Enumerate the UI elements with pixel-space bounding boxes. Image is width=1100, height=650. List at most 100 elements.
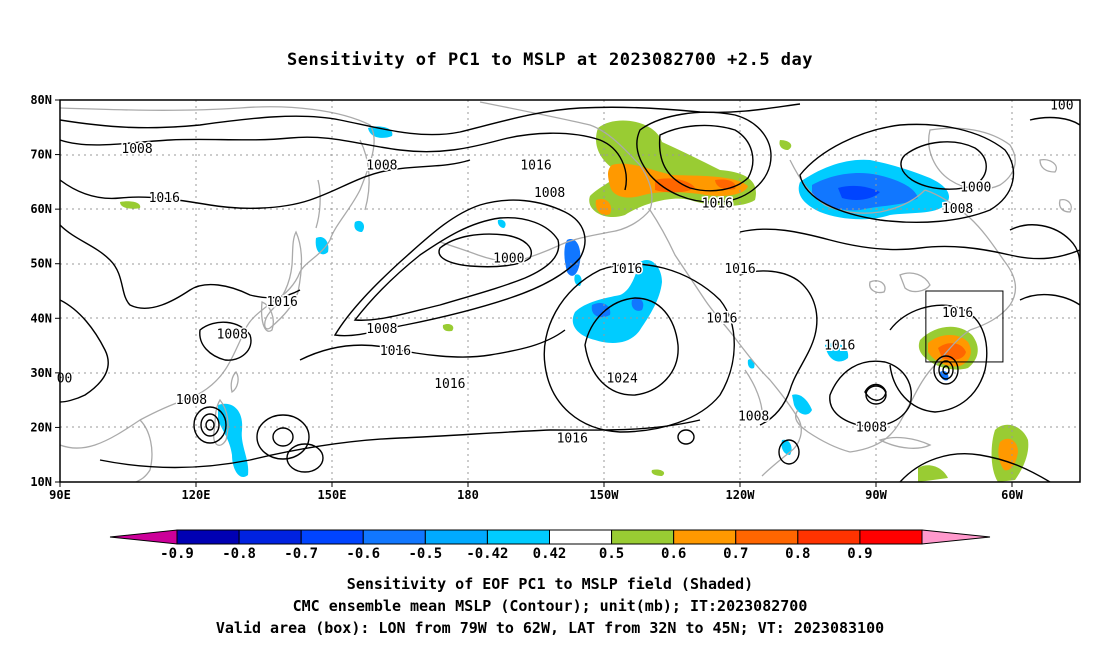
coast-grlakes [899,272,931,293]
colorbar-label: -0.5 [408,546,442,562]
coast-asia [60,106,375,449]
colorbar-labels: -0.9 -0.8 -0.7 -0.6 -0.5 -0.42 0.42 0.5 0.6 0.7 0.… [160,546,872,562]
shade-sea-cyan [354,220,365,232]
lat-label: 80N [30,93,52,107]
colorbar-label: -0.42 [466,546,508,562]
shade-pacific-blue [591,303,611,318]
epac-low-ring [778,439,800,465]
contour-label: 1016 [942,306,973,321]
coast-nwam [649,209,802,477]
shade-japan-cyan [315,236,329,255]
contour-alaska-high [636,111,772,203]
coast-islands1 [1039,159,1057,173]
contour-aleut-low-mid [353,217,560,321]
contour-pac-1016 [299,329,566,361]
plot-title: Sensitivity of PC1 to MSLP at 2023082700… [286,50,813,70]
lon-label: 60W [1001,488,1023,502]
contour-label: 1008 [121,142,152,157]
lat-label: 40N [30,311,52,325]
lat-label: 50N [30,257,52,271]
colorbar-swatch [735,529,799,545]
valid-area-box [925,290,1004,363]
sensitivity-shading [120,120,1029,482]
mid-low-ring [865,385,887,405]
contour-nam-1016 [739,270,818,426]
contour-label: 1008 [217,328,248,343]
latitude-labels: 80N 70N 60N 50N 40N 30N 20N 10N [30,93,60,489]
contour-ncar-1016 [889,304,988,413]
shade-alaska-red2 [715,179,736,190]
contour-label: 1000 [960,180,991,195]
contour-bering [499,132,627,191]
colorbar-label: 0.42 [533,546,567,562]
contour-label: 00 [57,371,73,386]
shade-gulf-blue [564,239,581,276]
grid-lines [60,100,1080,482]
contour-label: 100 [1050,98,1073,113]
lon-label: 120W [726,488,756,502]
colorbar-swatch [362,529,426,545]
coast-alaska [479,101,653,263]
lon-label: 90W [865,488,887,502]
coast-baja [744,369,763,411]
coast-gom [794,409,851,453]
lon-label: 120E [182,488,211,502]
lat-label: 60N [30,202,52,216]
colorbar-label: -0.8 [222,546,256,562]
shade-green-pac [442,323,454,332]
hurricane-ring-1 [933,355,959,385]
map-frame [59,99,1081,483]
lat-label: 20N [30,420,52,434]
wp-low-ring [286,443,324,473]
shade-gom-cyan [792,394,812,415]
coast-labrador [924,189,1017,331]
coast-japan [264,230,303,330]
contour-label: 1008 [738,410,769,425]
contour-asia-low2 [60,299,109,403]
mslp-contours [60,103,1080,482]
caption-shaded: Sensitivity of EOF PC1 to MSLP field (Sh… [346,575,754,593]
pac-low-ring-out [256,414,310,460]
contour-label: 1008 [856,420,887,435]
contour-pac-s [99,419,701,469]
contour-label: 1008 [366,322,397,337]
shade-ep-cyan [781,439,792,455]
contour-label: 1016 [557,431,588,446]
contour-label: 1016 [520,158,551,173]
shade-atl-orange [998,438,1018,471]
coast-cuba [878,436,932,449]
coast-sakhalin [315,179,321,229]
colorbar-swatch [797,529,861,545]
contour-label: 1016 [724,262,755,277]
contour-label: 1016 [434,377,465,392]
contour-asia-lows [60,224,301,309]
epac-low-ring2 [677,429,695,445]
typhoon-ring-3 [205,419,215,431]
colorbar [109,529,991,545]
colorbar-label: -0.9 [160,546,194,562]
caption-contour: CMC ensemble mean MSLP (Contour); unit(m… [292,597,808,615]
contour-label: 1016 [611,262,642,277]
coast-eastus [849,329,971,453]
colorbar-label: -0.6 [346,546,380,562]
colorbar-label: 0.6 [661,546,686,562]
contour-label: 1024 [606,371,637,386]
colorbar-swatch [549,529,613,545]
lat-label: 70N [30,148,52,162]
shade-us-cyan [825,343,849,362]
closed-lows [193,355,959,473]
colorbar-label: 0.8 [785,546,810,562]
contour-atl-s [899,453,1051,482]
contour-east-lows [1009,224,1080,271]
contour-canada-low-out [799,123,1015,223]
colorbar-swatch [176,529,240,545]
colorbar-label: 0.7 [723,546,748,562]
contour-atl-high [1019,293,1080,306]
coast-lake2 [869,280,886,294]
contour-label: 1008 [942,202,973,217]
shade-pac-green2 [651,469,665,476]
shade-hudson-darkblue [838,185,880,200]
contour-1016-high [543,263,735,433]
contour-us-low [829,360,912,428]
